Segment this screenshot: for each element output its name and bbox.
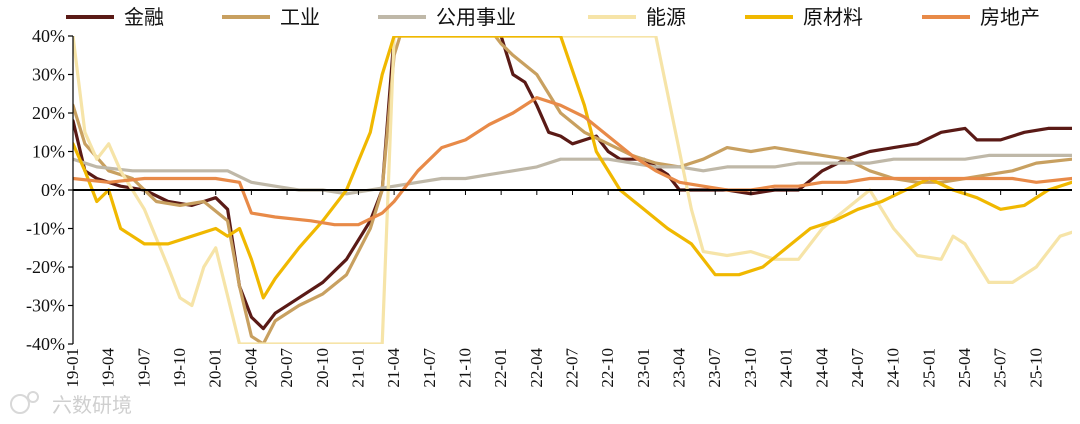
x-tick-label: 20-10 — [313, 348, 332, 388]
legend-label: 公用事业 — [436, 5, 516, 29]
legend-item: 房地产 — [922, 5, 1040, 29]
y-tick-label: 30% — [32, 65, 65, 85]
x-tick-label: 21-10 — [455, 348, 474, 388]
x-tick-label: 24-01 — [777, 348, 796, 388]
x-tick-label: 19-10 — [170, 348, 189, 388]
x-tick-label: 23-01 — [634, 348, 653, 388]
x-tick-label: 19-07 — [134, 348, 153, 388]
y-tick-label: 40% — [32, 26, 65, 46]
x-tick-label: 22-07 — [563, 348, 582, 388]
legend-label: 房地产 — [980, 5, 1040, 29]
x-tick-label: 20-04 — [241, 348, 260, 388]
legend-item: 工业 — [222, 5, 320, 29]
y-tick-label: -40% — [26, 334, 65, 354]
series-line-4 — [73, 36, 1072, 300]
x-tick-label: 25-04 — [955, 348, 974, 388]
series-lines — [73, 36, 1072, 344]
legend-item: 公用事业 — [378, 5, 516, 29]
x-tick-label: 24-10 — [884, 348, 903, 388]
x-tick-label: 21-04 — [384, 348, 403, 388]
legend-item: 原材料 — [745, 5, 863, 29]
x-tick-label: 24-07 — [848, 348, 867, 388]
series-line-2 — [73, 153, 1072, 196]
x-tick-label: 25-10 — [1026, 348, 1045, 388]
legend-label: 原材料 — [803, 5, 863, 29]
chart-axes: 40% 30% 20% 10% 0% -10% -20% -30% -40%19-01 19-04… — [26, 26, 1072, 388]
legend-label: 工业 — [280, 5, 320, 29]
x-tick-label: 23-04 — [670, 348, 689, 388]
camera-logo-icon — [10, 391, 39, 414]
x-tick-label: 23-10 — [741, 348, 760, 388]
x-tick-label: 20-07 — [277, 348, 296, 388]
x-tick-label: 24-04 — [812, 348, 831, 388]
series-line-3 — [73, 36, 1072, 344]
y-tick-label: 10% — [32, 142, 65, 162]
y-tick-label: 20% — [32, 103, 65, 123]
legend-label: 金融 — [124, 5, 164, 29]
chart-legend: 金融 工业 公用事业 能源 原材料 房地产 — [66, 5, 1040, 29]
y-tick-label: -30% — [26, 296, 65, 316]
x-tick-label: 22-10 — [598, 348, 617, 388]
watermark: 六数研境 — [10, 391, 132, 417]
x-tick-label: 21-07 — [420, 348, 439, 388]
x-tick-label: 21-01 — [348, 348, 367, 388]
legend-label: 能源 — [646, 5, 686, 29]
y-tick-label: -10% — [26, 219, 65, 239]
x-tick-label: 20-01 — [206, 348, 225, 388]
x-tick-label: 22-01 — [491, 348, 510, 388]
x-tick-label: 19-04 — [99, 348, 118, 388]
watermark-text: 六数研境 — [52, 393, 132, 417]
series-line-5 — [73, 96, 1072, 227]
x-tick-label: 25-01 — [919, 348, 938, 388]
series-line-1 — [73, 36, 1072, 344]
x-tick-label: 23-07 — [705, 348, 724, 388]
x-tick-label: 22-04 — [527, 348, 546, 388]
y-tick-label: -20% — [26, 257, 65, 277]
x-tick-label: 19-01 — [63, 348, 82, 388]
x-tick-label: 25-07 — [991, 348, 1010, 388]
y-tick-label: 0% — [41, 180, 65, 200]
legend-item: 金融 — [66, 5, 164, 29]
legend-item: 能源 — [588, 5, 686, 29]
